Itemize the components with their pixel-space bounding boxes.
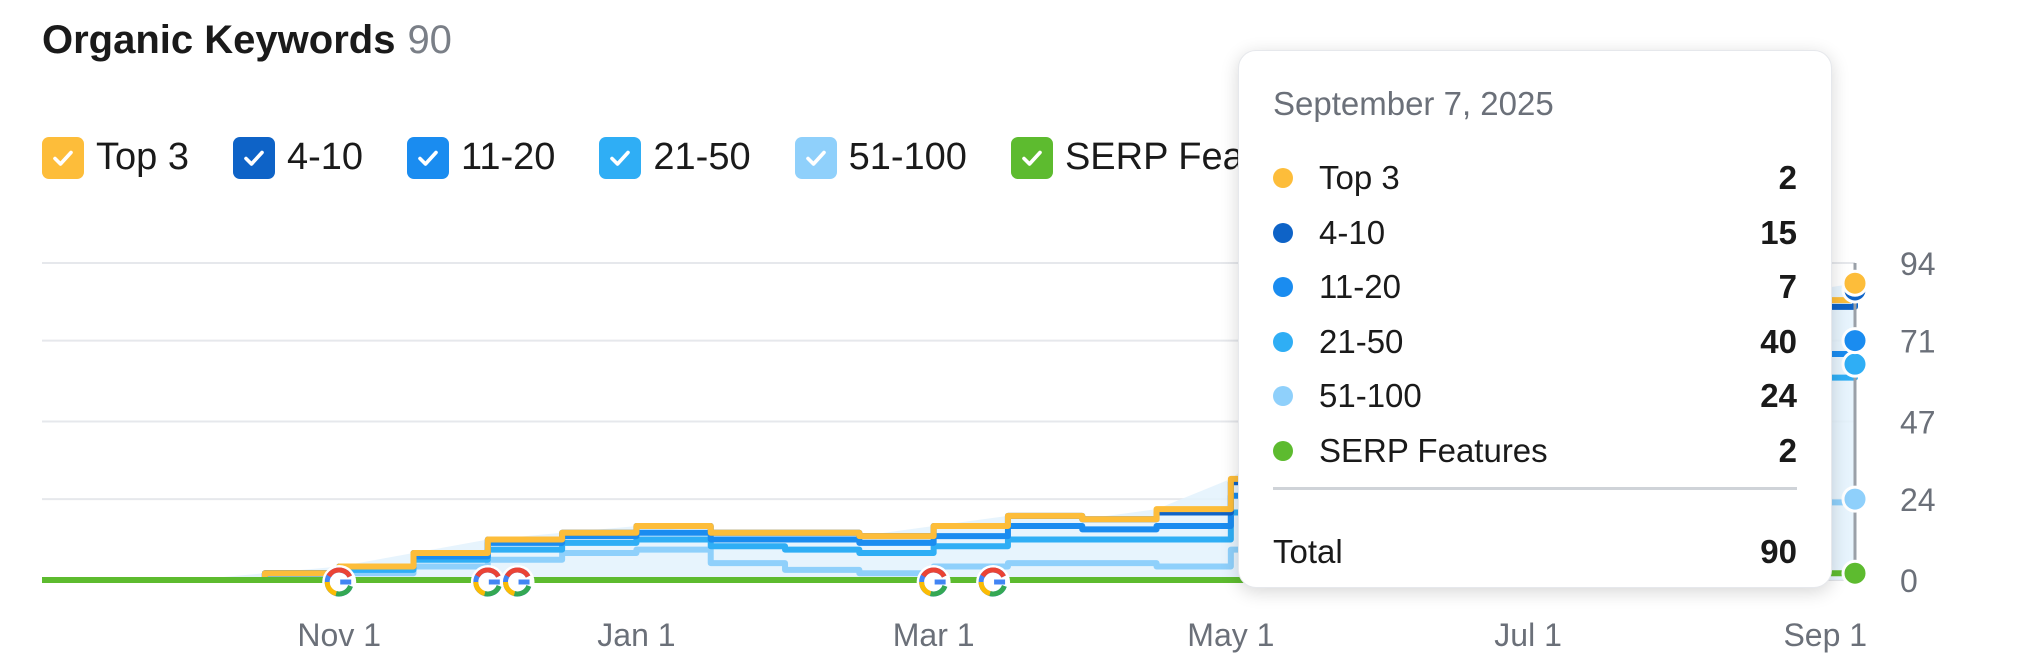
tooltip-row-value: 40 bbox=[1760, 322, 1797, 360]
x-tick-label: Jul 1 bbox=[1494, 617, 1562, 653]
checkbox-icon[interactable] bbox=[232, 136, 275, 179]
x-tick-label: Nov 1 bbox=[297, 617, 381, 653]
tooltip-row-value: 2 bbox=[1778, 431, 1797, 469]
x-tick-label: Mar 1 bbox=[893, 617, 975, 653]
hover-marker-top-3 bbox=[1841, 269, 1869, 297]
tooltip-row-51-100: 51-100 24 bbox=[1273, 369, 1797, 424]
checkbox-icon[interactable] bbox=[599, 136, 642, 179]
legend-item-21-50[interactable]: 21-50 bbox=[599, 136, 751, 179]
checkbox-icon[interactable] bbox=[42, 136, 84, 179]
tooltip-row-label: 51-100 bbox=[1319, 377, 1422, 415]
x-tick-label: Jan 1 bbox=[597, 617, 675, 653]
y-tick-label: 71 bbox=[1900, 324, 1936, 360]
google-update-icon[interactable] bbox=[500, 565, 535, 599]
y-tick-label: 0 bbox=[1900, 563, 1918, 599]
tooltip-row-11-20: 11-20 7 bbox=[1273, 260, 1797, 315]
series-dot-icon bbox=[1273, 168, 1293, 189]
google-update-icon[interactable] bbox=[322, 565, 357, 599]
tooltip-date: September 7, 2025 bbox=[1273, 85, 1554, 122]
tooltip-row-label: Top 3 bbox=[1319, 159, 1400, 197]
tooltip-total-label: Total bbox=[1273, 533, 1343, 570]
tooltip-total-row: Total 90 bbox=[1273, 533, 1797, 571]
tooltip-row-label: SERP Features bbox=[1319, 431, 1548, 469]
legend-label: 21-50 bbox=[653, 136, 751, 178]
series-dot-icon bbox=[1273, 222, 1293, 243]
tooltip-row-label: 11-20 bbox=[1319, 268, 1401, 306]
hover-marker-serp-features bbox=[1841, 559, 1869, 587]
y-tick-label: 47 bbox=[1900, 405, 1936, 441]
tooltip-row-value: 7 bbox=[1778, 268, 1797, 306]
legend-item-11-20[interactable]: 11-20 bbox=[407, 136, 555, 179]
x-tick-label: May 1 bbox=[1187, 617, 1274, 653]
y-tick-label: 94 bbox=[1900, 246, 1936, 282]
tooltip-row-4-10: 4-10 15 bbox=[1273, 206, 1797, 261]
legend-item-top-3[interactable]: Top 3 bbox=[42, 136, 189, 179]
legend-item-4-10[interactable]: 4-10 bbox=[232, 136, 364, 179]
checkbox-icon[interactable] bbox=[407, 136, 450, 179]
tooltip-row-value: 2 bbox=[1778, 159, 1797, 197]
hover-marker-21-50 bbox=[1841, 350, 1869, 378]
y-tick-label: 24 bbox=[1900, 482, 1936, 518]
title-text: Organic Keywords bbox=[42, 18, 396, 62]
x-tick-label: Sep 1 bbox=[1783, 617, 1867, 653]
tooltip-row-label: 4-10 bbox=[1319, 213, 1386, 251]
legend-item-51-100[interactable]: 51-100 bbox=[794, 136, 967, 179]
tooltip-row-21-50: 21-50 40 bbox=[1273, 315, 1797, 370]
keyword-count: 90 bbox=[407, 18, 452, 62]
hover-marker-51-100 bbox=[1841, 485, 1869, 513]
series-dot-icon bbox=[1273, 277, 1293, 298]
legend-label: 4-10 bbox=[286, 136, 364, 178]
series-dot-icon bbox=[1273, 386, 1293, 407]
checkbox-icon[interactable] bbox=[1010, 136, 1053, 179]
series-dot-icon bbox=[1273, 331, 1293, 352]
checkbox-icon[interactable] bbox=[794, 136, 837, 179]
legend-label: 51-100 bbox=[848, 136, 967, 178]
legend-label: Top 3 bbox=[96, 136, 189, 178]
tooltip-row-label: 21-50 bbox=[1319, 322, 1404, 360]
google-update-icon[interactable] bbox=[976, 565, 1011, 599]
series-dot-icon bbox=[1273, 440, 1293, 461]
chart-tooltip: September 7, 2025 Top 3 2 4-10 15 11-20 7 21-5… bbox=[1238, 50, 1832, 588]
tooltip-divider bbox=[1273, 487, 1797, 490]
tooltip-row-value: 24 bbox=[1760, 377, 1797, 415]
google-update-icon[interactable] bbox=[916, 565, 951, 599]
legend-label: 11-20 bbox=[461, 136, 556, 178]
chart-title: Organic Keywords 90 bbox=[42, 18, 452, 63]
tooltip-row-value: 15 bbox=[1760, 213, 1797, 251]
legend: Top 3 4-10 11-20 21-50 51-100 SERP Features bbox=[42, 136, 1372, 179]
tooltip-row-serp-features: SERP Features 2 bbox=[1273, 424, 1797, 479]
google-update-icon[interactable] bbox=[470, 565, 505, 599]
tooltip-rows: Top 3 2 4-10 15 11-20 7 21-50 40 51-100 24 SERP Fe… bbox=[1273, 151, 1797, 478]
hover-marker-11-20 bbox=[1841, 327, 1869, 355]
tooltip-row-top-3: Top 3 2 bbox=[1273, 151, 1797, 206]
tooltip-total-value: 90 bbox=[1760, 533, 1797, 570]
